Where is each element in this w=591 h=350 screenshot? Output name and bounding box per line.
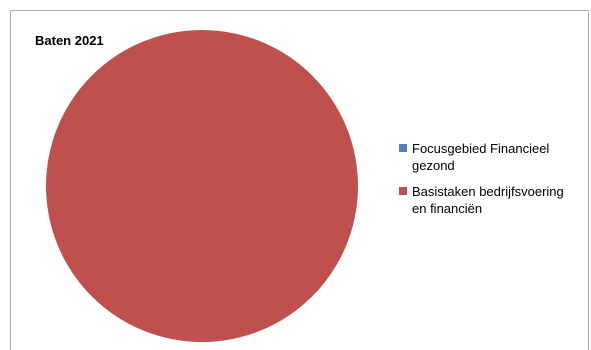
legend-item-focusgebied: Focusgebied Financieel gezond <box>399 140 589 174</box>
legend-label-focusgebied-line1: Focusgebied Financieel <box>412 141 550 156</box>
legend-swatch-focusgebied <box>399 144 407 152</box>
pie-slice-basistaken <box>46 30 358 342</box>
legend-label-focusgebied-line2: gezond <box>412 158 455 173</box>
legend-swatch-basistaken <box>399 187 407 195</box>
chart-title: Baten 2021 <box>35 33 104 48</box>
pie-slices <box>46 30 358 342</box>
legend: Focusgebied Financieel gezond Basistaken… <box>399 140 589 226</box>
legend-label-basistaken-line2: en financiën <box>412 201 483 216</box>
legend-item-basistaken: Basistaken bedrijfsvoering en financiën <box>399 183 589 217</box>
legend-label-basistaken-line1: Basistaken bedrijfsvoering <box>412 184 564 199</box>
